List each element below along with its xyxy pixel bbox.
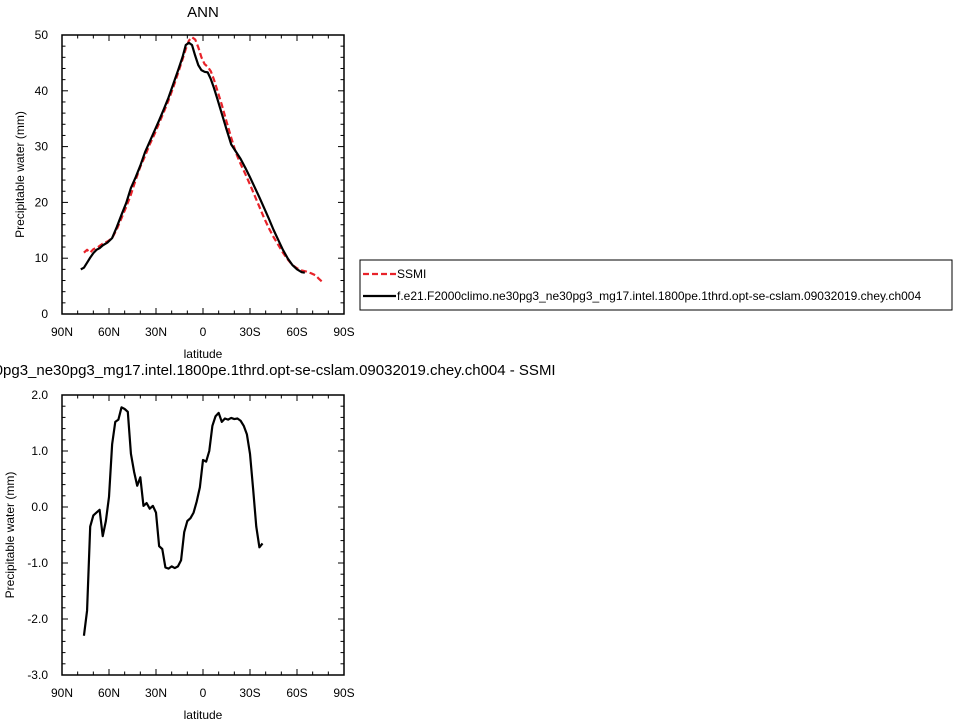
chart-title: f.e21.F2000climo.ne30pg3_ne30pg3_mg17.in… [0,362,556,379]
x-tick-label: 0 [200,325,207,339]
series-line-0 [83,36,323,283]
x-tick-label: 90S [333,686,354,700]
x-tick-label: 30N [145,686,167,700]
x-tick-label: 90N [51,325,73,339]
legend-label-1: f.e21.F2000climo.ne30pg3_ne30pg3_mg17.in… [397,289,921,303]
y-tick-label: 1.0 [31,444,48,458]
series-line-1 [80,41,306,274]
legend-label-0: SSMI [397,267,426,281]
chart-title: ANN [187,4,219,21]
y-tick-label: -2.0 [27,612,48,626]
plot-frame [61,394,345,676]
y-tick-label: 30 [35,140,49,154]
x-tick-label: 60N [98,325,120,339]
x-tick-label: 90S [333,325,354,339]
x-tick-label: 60S [286,325,307,339]
series-line-0 [82,406,264,636]
y-tick-label: -1.0 [27,556,48,570]
y-tick-label: 20 [35,195,49,209]
y-tick-label: 0 [41,307,48,321]
x-tick-label: 90N [51,686,73,700]
bottom-panel-difference: f.e21.F2000climo.ne30pg3_ne30pg3_mg17.in… [0,362,556,722]
x-tick-label: 60N [98,686,120,700]
y-axis-label: Precipitable water (mm) [3,472,17,599]
y-tick-label: -3.0 [27,668,48,682]
legend-box [359,259,953,311]
y-tick-label: 10 [35,251,49,265]
y-tick-label: 40 [35,84,49,98]
y-axis-label: Precipitable water (mm) [13,111,27,238]
y-tick-label: 2.0 [31,388,48,402]
x-axis-label: latitude [184,708,223,722]
x-tick-label: 0 [200,686,207,700]
x-tick-label: 30S [239,686,260,700]
x-tick-label: 30S [239,325,260,339]
top-panel-ann: ANN 90N 60N 30N 0 30S 60S 90S 0 10 20 30 40 50 latitud… [13,4,953,361]
x-tick-label: 60S [286,686,307,700]
y-tick-label: 0.0 [31,500,48,514]
x-tick-label: 30N [145,325,167,339]
x-axis-label: latitude [184,347,223,361]
y-tick-label: 50 [35,28,49,42]
